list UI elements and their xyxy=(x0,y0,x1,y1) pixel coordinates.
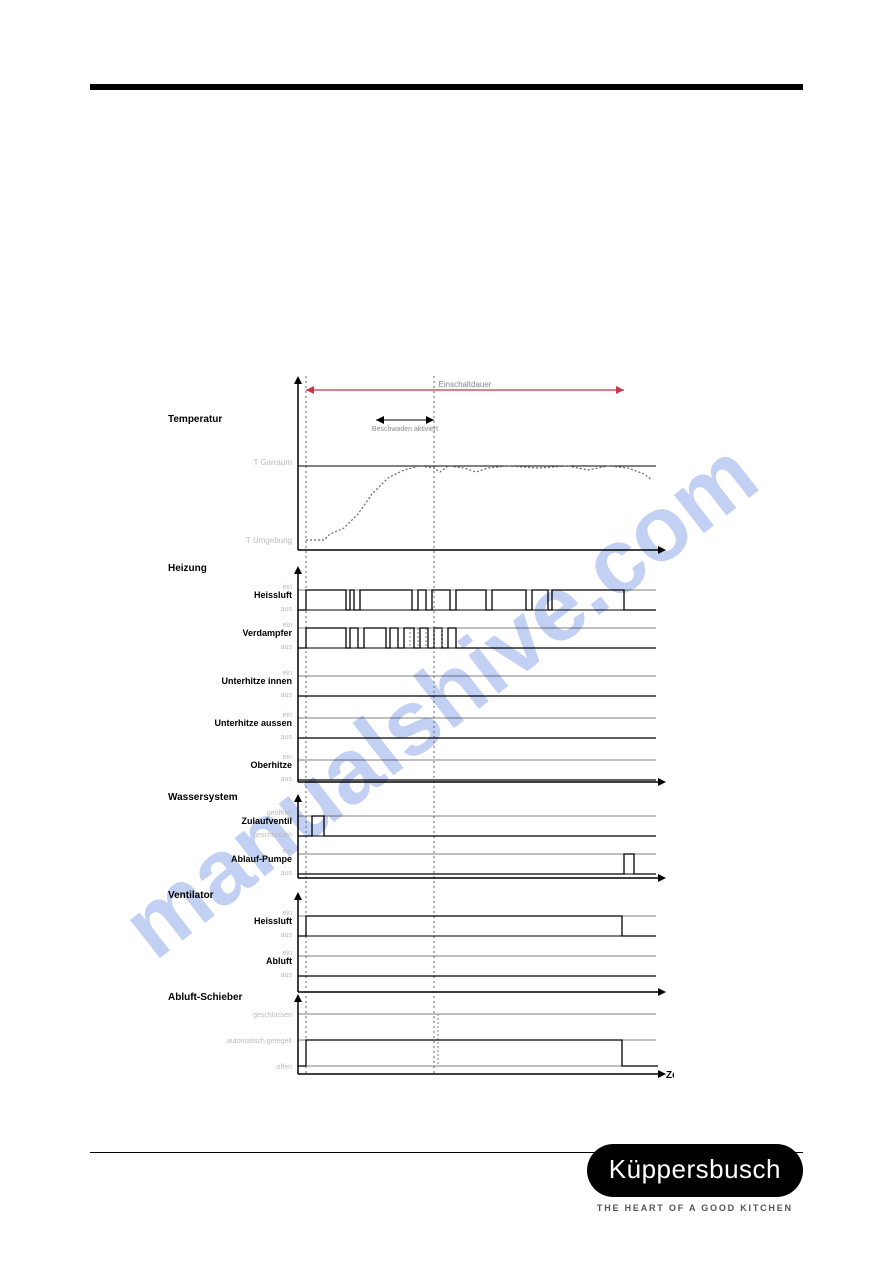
svg-text:ein: ein xyxy=(283,848,292,855)
svg-text:ein: ein xyxy=(283,670,292,677)
svg-text:Temperatur: Temperatur xyxy=(168,414,222,425)
svg-text:aus: aus xyxy=(281,870,293,877)
svg-text:ein: ein xyxy=(283,910,292,917)
svg-text:ein: ein xyxy=(283,754,292,761)
svg-text:ein: ein xyxy=(283,622,292,629)
brand-tagline: THE HEART OF A GOOD KITCHEN xyxy=(587,1197,803,1213)
svg-text:Zulaufventil: Zulaufventil xyxy=(241,816,292,826)
svg-text:Beschwaden aktiviert: Beschwaden aktiviert xyxy=(372,426,438,433)
svg-text:geschlossen: geschlossen xyxy=(253,1012,292,1019)
brand-logo: Küppersbusch THE HEART OF A GOOD KITCHEN xyxy=(587,1144,803,1213)
svg-text:Verdampfer: Verdampfer xyxy=(242,628,292,638)
svg-text:Zeit: Zeit xyxy=(666,1070,674,1081)
svg-text:T Garraum: T Garraum xyxy=(253,458,292,467)
svg-text:Ablauf-Pumpe: Ablauf-Pumpe xyxy=(231,854,292,864)
svg-text:ein: ein xyxy=(283,950,292,957)
svg-text:automatisch geregelt: automatisch geregelt xyxy=(227,1038,292,1045)
svg-text:Einschaltdauer: Einschaltdauer xyxy=(439,380,492,389)
svg-text:Unterhitze aussen: Unterhitze aussen xyxy=(214,718,292,728)
svg-text:aus: aus xyxy=(281,972,293,979)
svg-text:geschlossen: geschlossen xyxy=(253,832,292,839)
svg-text:geöffnet: geöffnet xyxy=(267,810,292,817)
svg-text:ein: ein xyxy=(283,584,292,591)
svg-text:Wassersystem: Wassersystem xyxy=(168,792,238,803)
svg-text:aus: aus xyxy=(281,932,293,939)
svg-text:Heissluft: Heissluft xyxy=(254,916,292,926)
svg-text:Abluft: Abluft xyxy=(266,956,292,966)
svg-text:offen: offen xyxy=(277,1064,293,1071)
svg-text:Unterhitze innen: Unterhitze innen xyxy=(221,676,292,686)
svg-text:Heissluft: Heissluft xyxy=(254,590,292,600)
svg-text:Oberhitze: Oberhitze xyxy=(250,760,292,770)
svg-text:aus: aus xyxy=(281,734,293,741)
svg-text:aus: aus xyxy=(281,776,293,783)
timing-chart: Einschaltdauer Beschwaden aktiviert Temper… xyxy=(168,376,674,1081)
svg-text:ein: ein xyxy=(283,712,292,719)
brand-name: Küppersbusch xyxy=(587,1144,803,1197)
svg-text:Abluft-Schieber: Abluft-Schieber xyxy=(168,992,243,1003)
svg-text:aus: aus xyxy=(281,644,293,651)
header-rule xyxy=(90,84,803,90)
chart-svg: Einschaltdauer Beschwaden aktiviert Temper… xyxy=(168,376,674,1081)
svg-text:aus: aus xyxy=(281,606,293,613)
svg-text:Heizung: Heizung xyxy=(168,563,207,574)
svg-text:T Umgebung: T Umgebung xyxy=(246,536,292,545)
svg-text:Ventilator: Ventilator xyxy=(168,890,214,901)
svg-text:aus: aus xyxy=(281,692,293,699)
